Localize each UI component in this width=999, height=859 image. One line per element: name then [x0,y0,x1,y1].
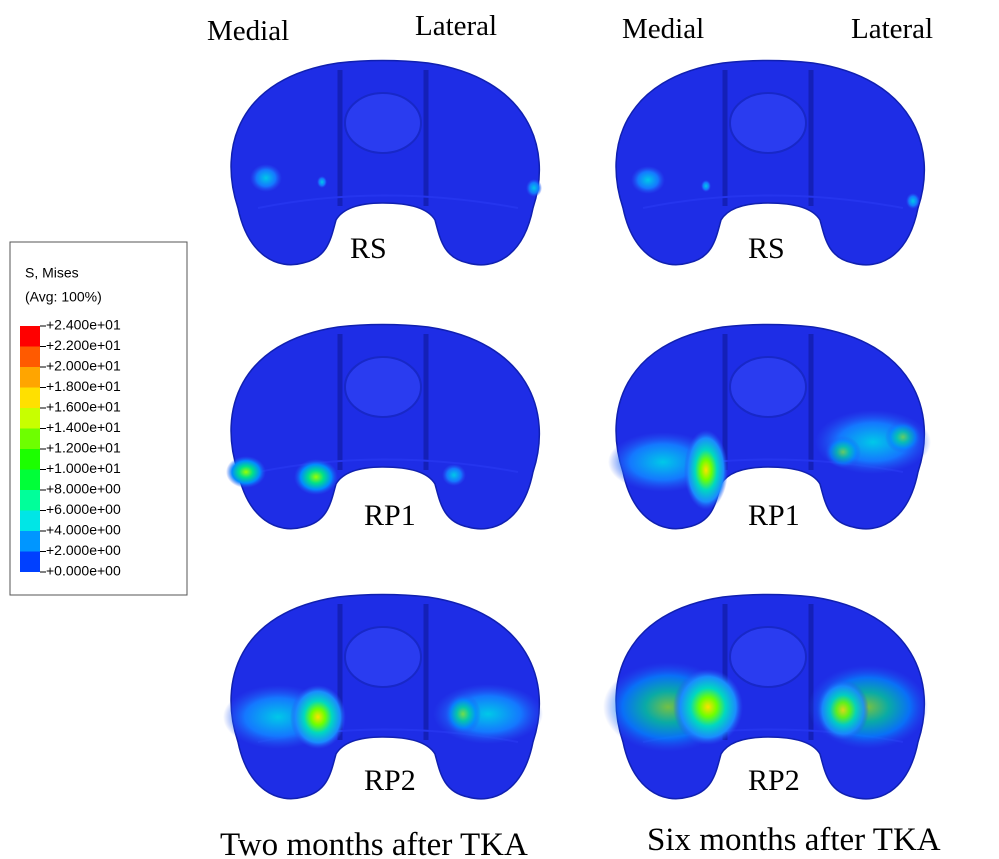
row-label: RP2 [364,764,416,797]
legend-label: +2.000e+00 [46,542,121,558]
column-header: Lateral [415,10,497,42]
legend-label: +0.000e+00 [46,563,121,579]
column-header: Medial [207,15,289,47]
row-label: RS [350,232,387,265]
column-footer: Two months after TKA [220,827,528,859]
legend-swatch [20,429,40,450]
legend-swatch [20,388,40,409]
legend-swatch [20,367,40,388]
row-label: RP1 [364,499,416,532]
legend-subtitle: (Avg: 100%) [25,289,102,305]
legend-label: +2.000e+01 [46,358,121,374]
legend-swatch [20,531,40,552]
row-label: RP1 [748,499,800,532]
legend-swatch [20,408,40,429]
legend-label: +1.000e+01 [46,460,121,476]
legend-label: +1.400e+01 [46,419,121,435]
legend-title: S, Mises [25,265,79,281]
column-header: Lateral [851,13,933,45]
legend-label: +1.600e+01 [46,399,121,415]
legend-swatch [20,552,40,573]
legend-label: +1.200e+01 [46,440,121,456]
column-footer: Six months after TKA [647,822,941,858]
legend-swatch [20,326,40,347]
legend-label: +2.400e+01 [46,317,121,333]
legend-label: +4.000e+00 [46,522,121,538]
legend-label: +8.000e+00 [46,481,121,497]
column-header: Medial [622,13,704,45]
legend-label: +1.800e+01 [46,378,121,394]
legend-swatch [20,490,40,511]
legend: S, Mises (Avg: 100%) +2.400e+01 +2.200e+0… [10,242,187,595]
row-label: RP2 [748,764,800,797]
row-label: RS [748,232,785,265]
legend-swatch [20,511,40,532]
legend-label: +2.200e+01 [46,337,121,353]
legend-swatch [20,470,40,491]
legend-label: +6.000e+00 [46,501,121,517]
figure: S, Mises (Avg: 100%) +2.400e+01 +2.200e+0… [0,0,999,859]
legend-swatch [20,449,40,470]
legend-swatch [20,347,40,368]
